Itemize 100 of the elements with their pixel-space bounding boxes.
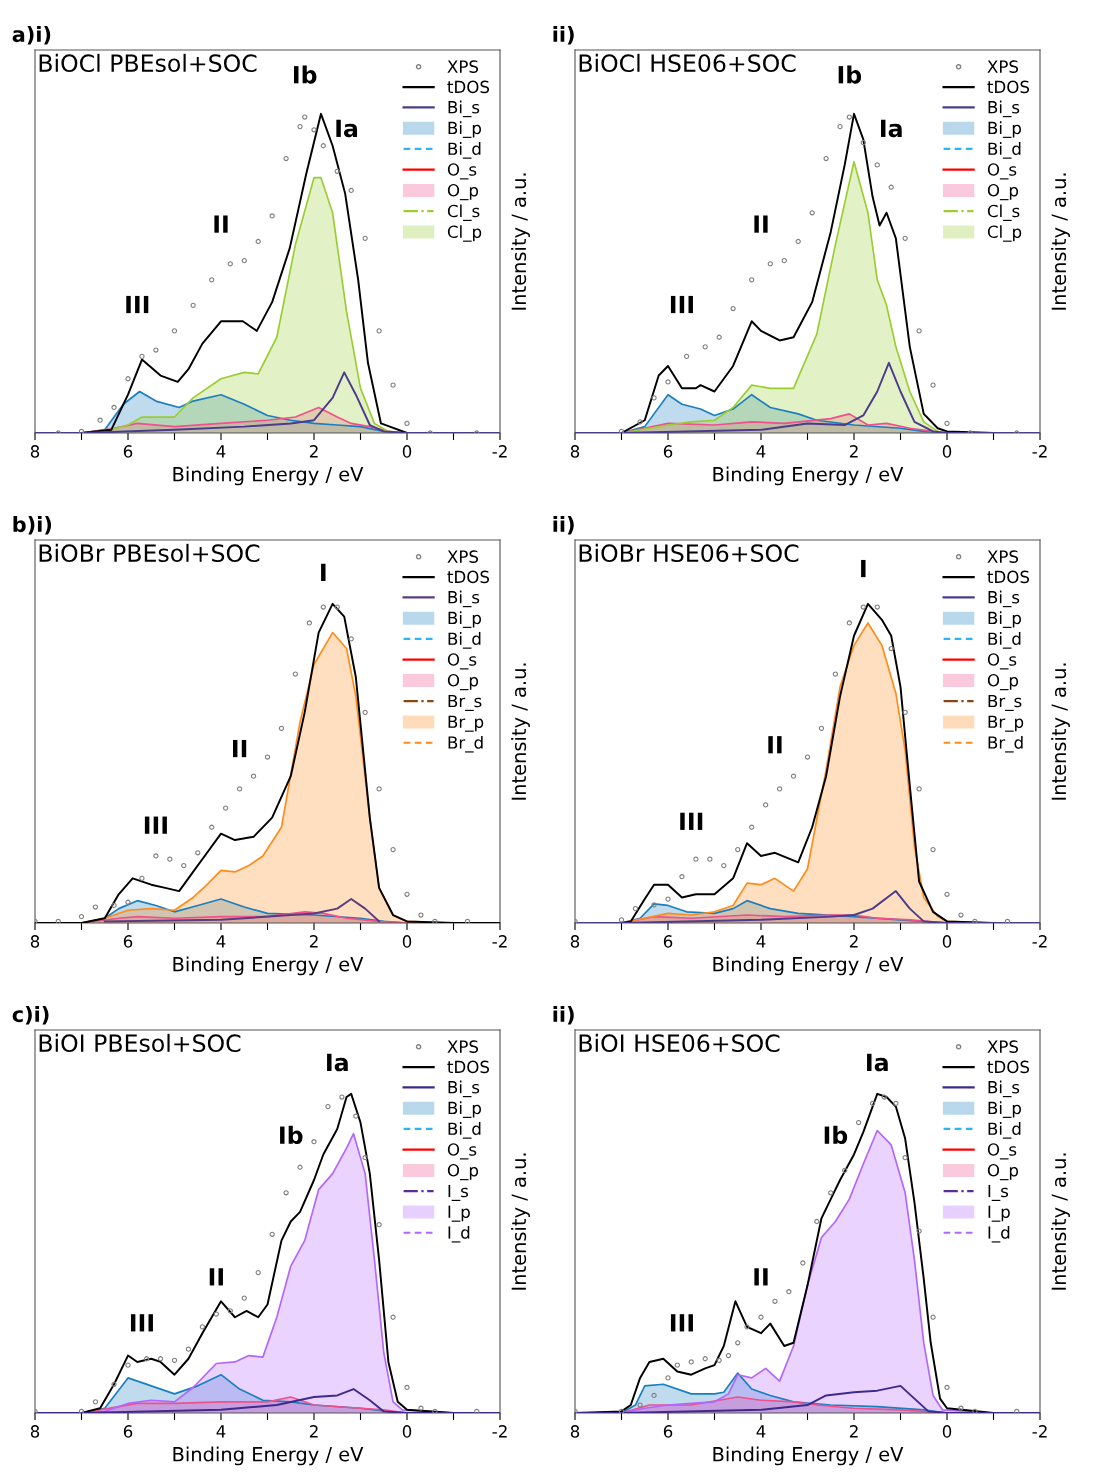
x-axis-title: Binding Energy / eV [173,466,364,486]
text: ii) [553,516,574,535]
x-axis-title: Binding Energy / eV [173,956,364,976]
x-tick-label: 2 [849,445,858,458]
annotation: II [754,1268,768,1286]
annotation: II [754,215,768,233]
legend-label: tDOS [987,1060,1030,1074]
annotation: III [670,1314,693,1332]
legend-label: tDOS [447,80,490,94]
legend-label: Bi_s [448,1080,480,1098]
legend-label: O_p [987,673,1019,691]
x-tick-label: 0 [402,1425,412,1438]
legend-label: Cl_s [447,204,480,221]
x-tick-label: 0 [942,445,952,458]
annotation: II [768,736,782,754]
legend-label: O_p [987,1163,1019,1181]
x-tick-label: -2 [1032,445,1047,458]
legend-label: Bi_s [988,100,1020,118]
y-axis-title: Intensity / a.u. [1051,1153,1070,1290]
legend-label: Cl_p [987,225,1022,242]
x-tick-label: 4 [216,935,226,948]
x-tick-label: -2 [492,1425,507,1438]
x-tick-label: 8 [570,935,580,948]
x-tick-label: 6 [663,1425,673,1438]
legend-label: Bi_p [988,611,1021,628]
y-axis-title: Intensity / a.u. [511,663,530,800]
x-tick-label: 4 [216,1425,226,1438]
x-tick-label: -2 [1032,935,1047,948]
x-tick-label: 6 [123,1425,133,1438]
x-tick-label: 2 [309,445,318,458]
legend-label: tDOS [987,570,1030,584]
annotation: Ib [280,1125,303,1145]
x-tick-label: 8 [570,1425,580,1438]
x-tick-label: 6 [123,445,133,458]
legend-label: Bi_p [448,611,481,628]
legend-label: Bi_d [988,632,1021,649]
legend-label: I_d [448,1225,470,1243]
legend-label: Bi_d [448,142,481,159]
text: ii) [553,1006,574,1025]
legend-label: Br_d [988,735,1023,753]
legend-label: I_p [988,1205,1010,1222]
legend-label: Br_s [448,694,482,711]
x-tick-label: 4 [216,445,226,458]
legend-label: O_s [447,1143,477,1160]
legend-label: Bi_d [988,1122,1021,1139]
annotation: III [144,816,167,834]
annotation: Ib [824,1125,848,1145]
annotation: III [126,295,149,314]
text: ii) [553,26,574,45]
x-tick-label: -2 [492,935,507,948]
text: Ia [867,1053,888,1072]
legend-label: Bi_s [988,590,1020,608]
annotation: III [130,1314,153,1332]
x-tick-label: 4 [756,935,766,948]
y-axis-title: Intensity / a.u. [511,1153,530,1290]
x-axis-title: Binding Energy / eV [173,1446,364,1466]
legend-label: Br_p [988,715,1024,732]
x-tick-label: 4 [756,445,766,458]
x-tick-label: 0 [402,445,412,458]
legend-label: Bi_d [448,632,481,649]
legend-label: Bi_s [988,1080,1020,1098]
legend-label: O_s [987,1143,1017,1160]
x-tick-label: 2 [309,935,318,948]
legend-label: Cl_p [447,225,482,242]
text: a)i) [12,26,51,45]
x-tick-label: 2 [849,1425,858,1438]
legend-label: XPS [987,550,1019,563]
x-tick-label: 2 [849,935,858,948]
legend-label: Bi_d [988,142,1021,159]
legend-label: Br_d [448,735,483,753]
x-tick-label: 0 [942,935,952,948]
annotation: Ia [881,119,902,138]
x-tick-label: 6 [123,935,133,948]
legend-label: tDOS [447,570,490,584]
legend-label: I_d [988,1225,1010,1243]
chart-title: BiOCl HSE06+SOC [579,53,796,73]
y-axis-title: Intensity / a.u. [1051,663,1070,800]
legend-label: Bi_p [448,1101,481,1118]
legend-label: O_s [447,163,477,180]
chart-title: BiOI PBEsol+SOC [39,1033,241,1053]
x-axis-title: Binding Energy / eV [713,466,904,486]
annotation: II [209,1268,223,1286]
legend-label: Br_s [988,694,1022,711]
legend-label: O_s [987,163,1017,180]
annotation: III [680,812,703,830]
x-tick-label: -2 [492,445,507,458]
x-tick-label: 0 [402,935,412,948]
annotation: II [232,739,247,758]
legend-label: XPS [447,550,479,563]
x-tick-label: 0 [942,1425,952,1438]
legend-label: tDOS [987,80,1030,94]
legend-label: Bi_s [448,590,480,608]
x-tick-label: 6 [663,445,673,458]
legend-label: O_s [447,653,477,670]
text: I [321,563,326,581]
legend-label: XPS [447,1040,479,1053]
legend-label: XPS [987,60,1019,73]
y-axis-title: Intensity / a.u. [1051,173,1070,310]
text: Ib [294,65,317,84]
x-axis-title: Binding Energy / eV [713,956,904,976]
